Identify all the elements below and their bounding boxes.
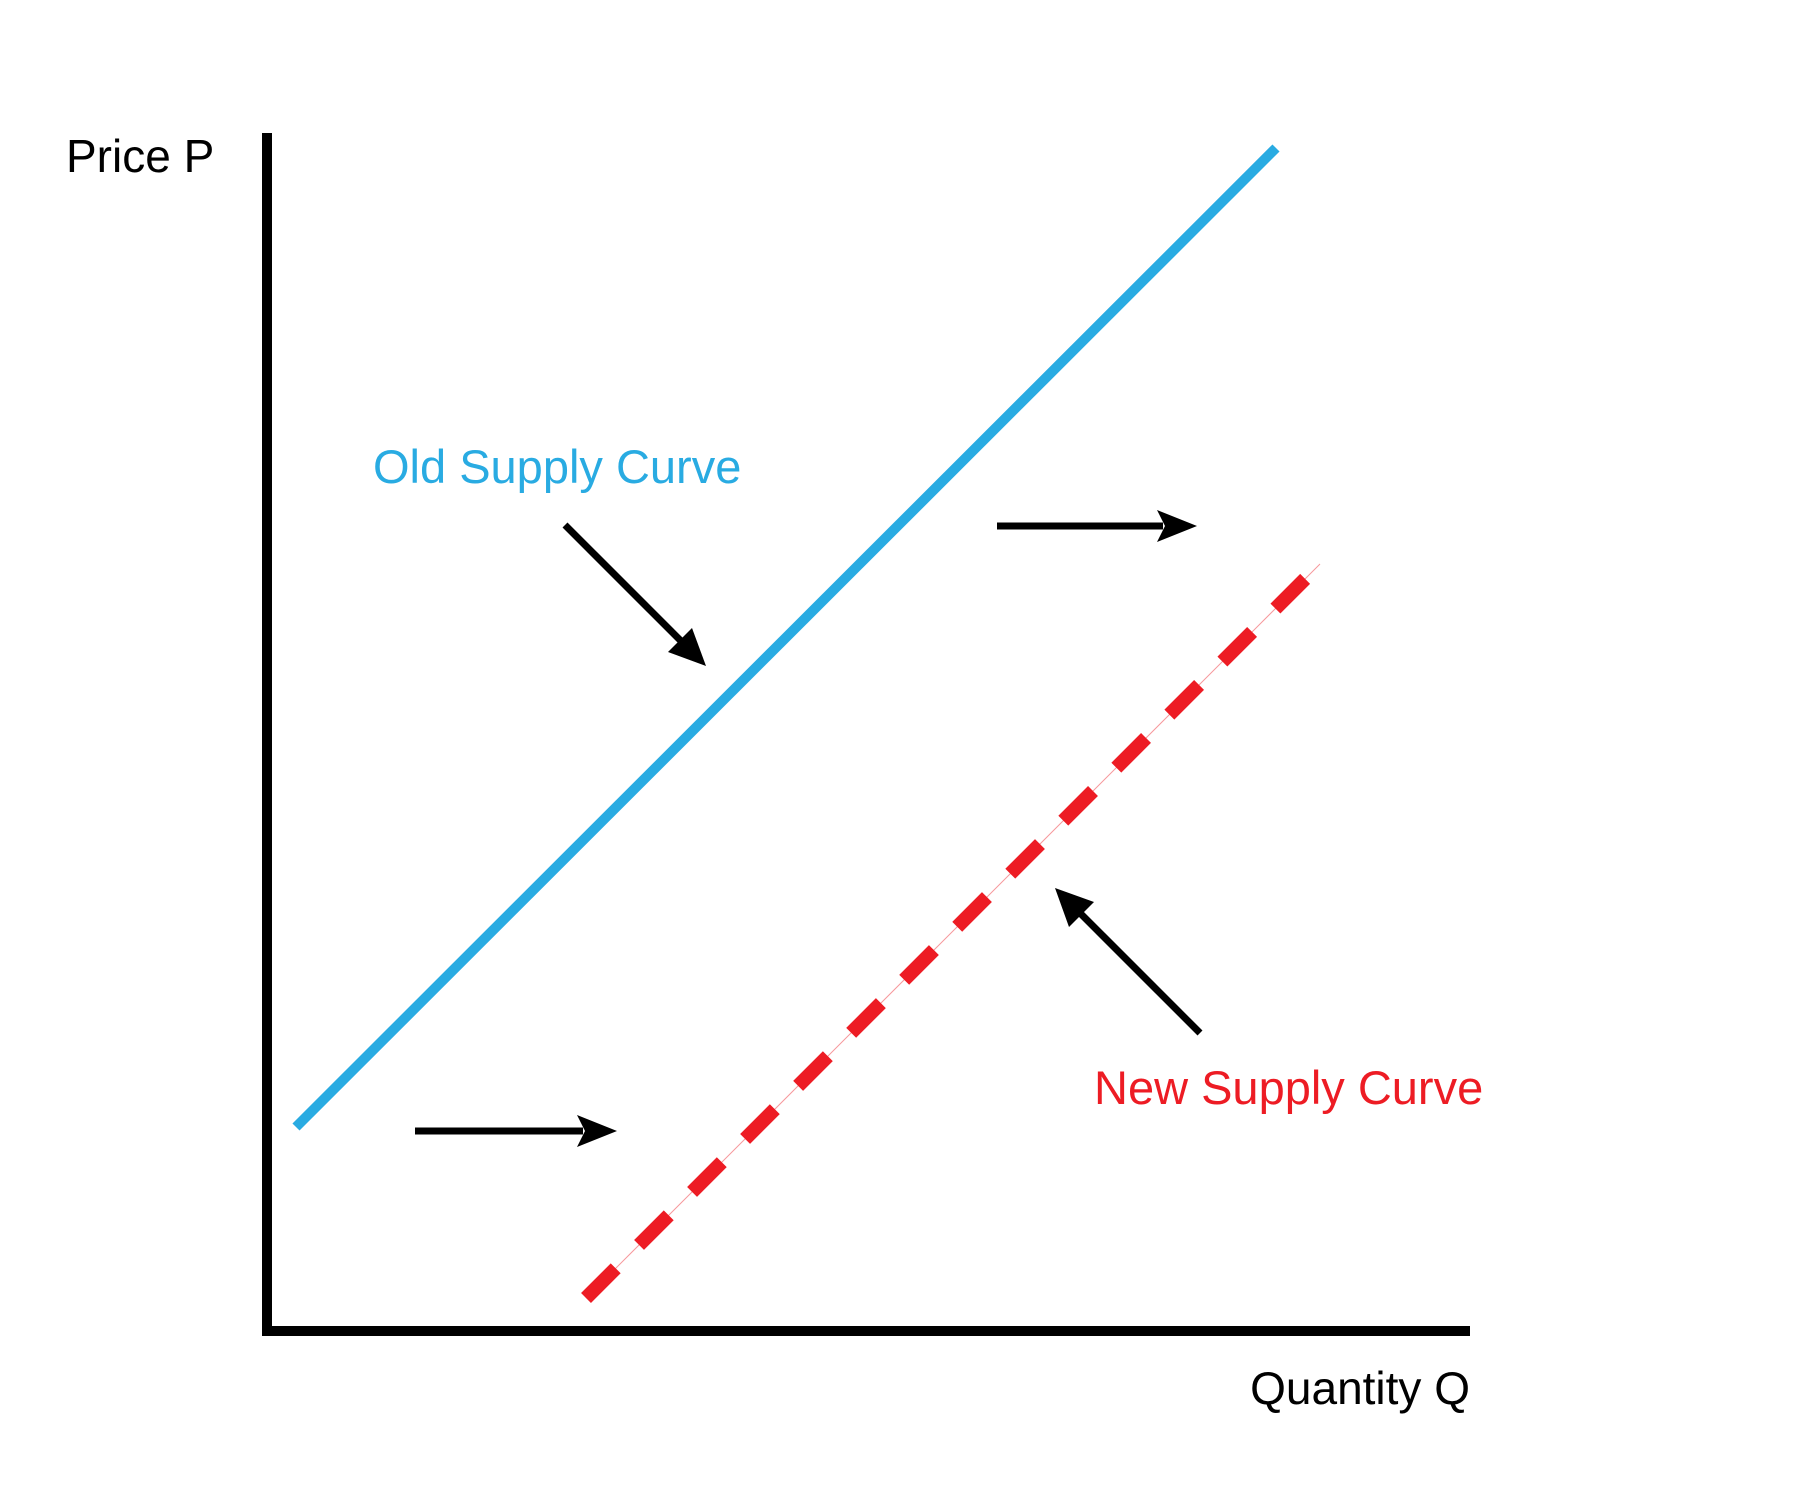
shift-right-arrow-lower xyxy=(415,1115,617,1147)
x-axis-label: Quantity Q xyxy=(1250,1362,1470,1414)
old-supply-curve-line xyxy=(292,144,1280,1131)
y-axis-label: Price P xyxy=(66,130,214,182)
new-curve-pointer-arrow xyxy=(1055,888,1203,1036)
new-supply-curve-label: New Supply Curve xyxy=(1094,1061,1483,1114)
old-curve-pointer-arrow xyxy=(562,522,706,666)
old-supply-curve-label: Old Supply Curve xyxy=(373,440,741,493)
new-supply-curve-line xyxy=(581,559,1325,1303)
shift-right-arrow-upper xyxy=(997,510,1197,542)
